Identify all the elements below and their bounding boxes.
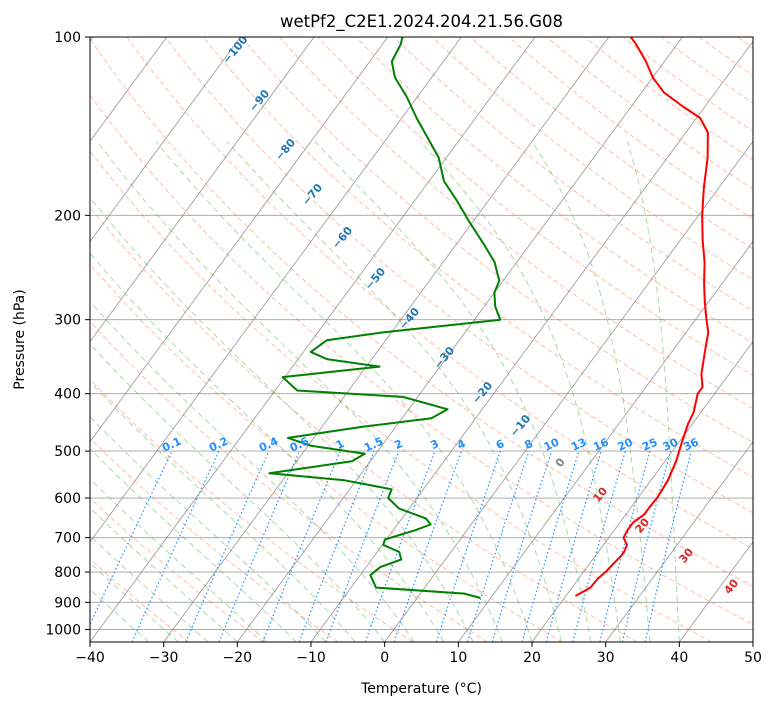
y-tick-label: 400 (54, 387, 81, 403)
y-axis-label: Pressure (hPa) (12, 289, 28, 389)
x-tick-label: −30 (149, 650, 179, 666)
x-axis-label: Temperature (°C) (360, 681, 482, 697)
y-tick-label: 500 (54, 444, 81, 460)
x-tick-label: −20 (223, 650, 253, 666)
x-tick-label: −40 (75, 650, 105, 666)
chart-title: wetPf2_C2E1.2024.204.21.56.G08 (280, 12, 563, 32)
y-tick-label: 300 (54, 313, 81, 329)
x-tick-label: 30 (597, 650, 615, 666)
y-tick-label: 1000 (45, 622, 81, 638)
x-tick-label: 20 (523, 650, 541, 666)
y-tick-label: 800 (54, 565, 81, 581)
x-tick-label: 50 (744, 650, 762, 666)
x-tick-label: 0 (380, 650, 389, 666)
y-tick-label: 100 (54, 30, 81, 46)
y-tick-label: 700 (54, 531, 81, 547)
y-tick-label: 600 (54, 491, 81, 507)
y-tick-label: 200 (54, 208, 81, 224)
y-tick-label: 900 (54, 595, 81, 611)
x-tick-label: 40 (670, 650, 688, 666)
x-tick-label: −10 (296, 650, 326, 666)
x-tick-label: 10 (449, 650, 467, 666)
